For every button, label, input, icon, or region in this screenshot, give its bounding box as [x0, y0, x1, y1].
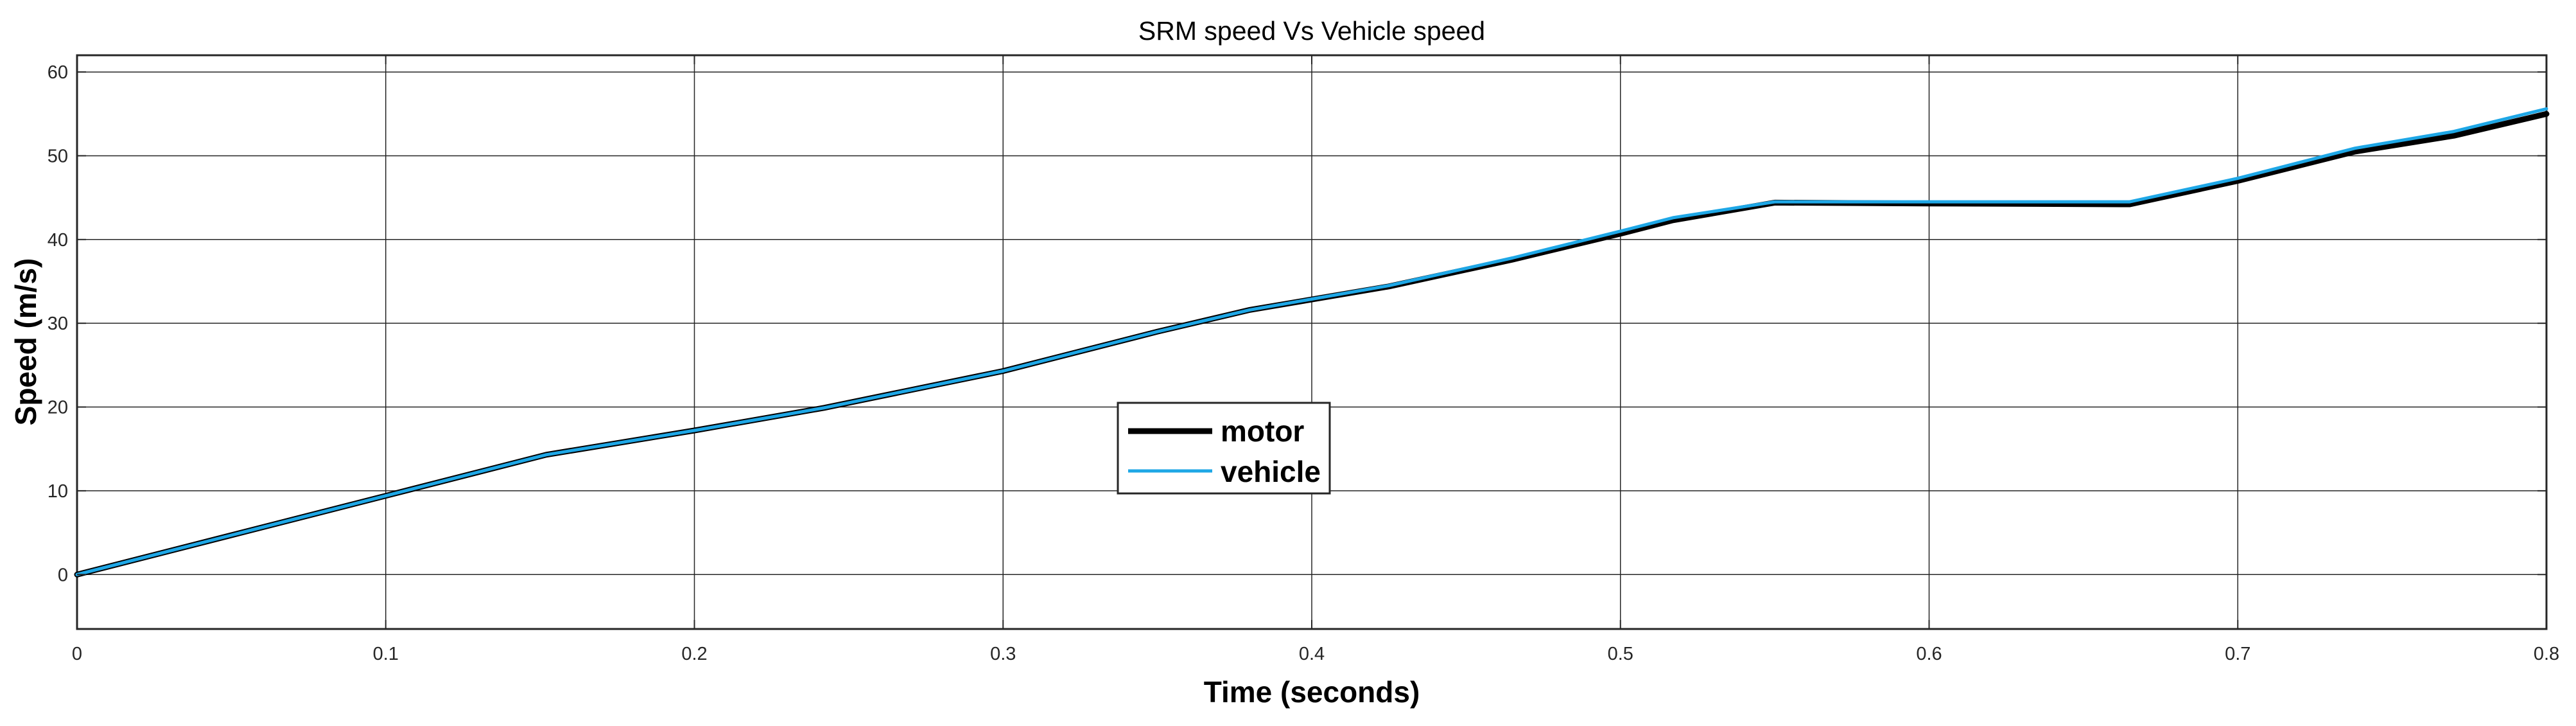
- x-tick-label: 0.5: [1608, 644, 1633, 664]
- y-axis-ticks: 0 10 20 30 40 50 60: [48, 62, 2546, 585]
- x-tick-label: 0.6: [1916, 644, 1942, 664]
- y-tick-label: 20: [48, 398, 68, 418]
- x-tick-label: 0: [72, 644, 82, 664]
- x-tick-label: 0.3: [990, 644, 1016, 664]
- x-axis-label: Time (seconds): [1204, 675, 1420, 709]
- x-tick-label: 0.4: [1299, 644, 1325, 664]
- x-tick-label: 0.2: [681, 644, 707, 664]
- y-axis-label: Speed (m/s): [9, 258, 42, 426]
- y-tick-label: 0: [58, 565, 68, 585]
- legend-box: [1117, 402, 1331, 495]
- y-tick-label: 30: [48, 314, 68, 334]
- x-tick-label: 0.8: [2534, 644, 2559, 664]
- legend: motor vehicle: [1117, 402, 1331, 495]
- y-tick-label: 10: [48, 481, 68, 502]
- y-tick-label: 60: [48, 62, 68, 83]
- series-lines: [74, 107, 2550, 578]
- chart-title: SRM speed Vs Vehicle speed: [1138, 16, 1485, 46]
- y-tick-label: 50: [48, 146, 68, 166]
- series-line-vehicle: [75, 107, 2548, 576]
- y-tick-label: 40: [48, 230, 68, 251]
- legend-label-vehicle: vehicle: [1221, 455, 1321, 488]
- x-tick-label: 0.7: [2225, 644, 2250, 664]
- x-axis-ticks: 0 0.1 0.2 0.3 0.4 0.5 0.6 0.7 0.8: [72, 55, 2559, 664]
- grid-lines: [76, 55, 2547, 629]
- x-tick-label: 0.1: [373, 644, 399, 664]
- legend-label-motor: motor: [1221, 414, 1304, 448]
